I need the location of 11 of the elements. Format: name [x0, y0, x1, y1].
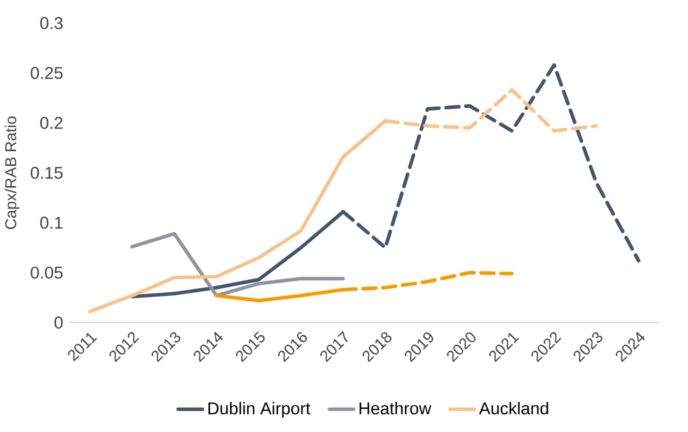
legend-label: Auckland	[479, 402, 548, 415]
y-tick-label: 0.3	[40, 17, 63, 30]
legend-label: Dublin Airport	[208, 402, 310, 418]
y-tick-label: 0.05	[30, 266, 63, 279]
y-tick-label: 0	[54, 316, 63, 329]
y-tick-label: 0.25	[30, 67, 63, 80]
y-axis-title: Capx/RAB Ratio	[4, 116, 20, 230]
y-tick-label: 0.2	[40, 116, 62, 130]
legend-label: Heathrow	[360, 402, 432, 415]
y-tick-label: 0.15	[30, 166, 63, 179]
y-tick-label: 0.1	[40, 216, 62, 229]
